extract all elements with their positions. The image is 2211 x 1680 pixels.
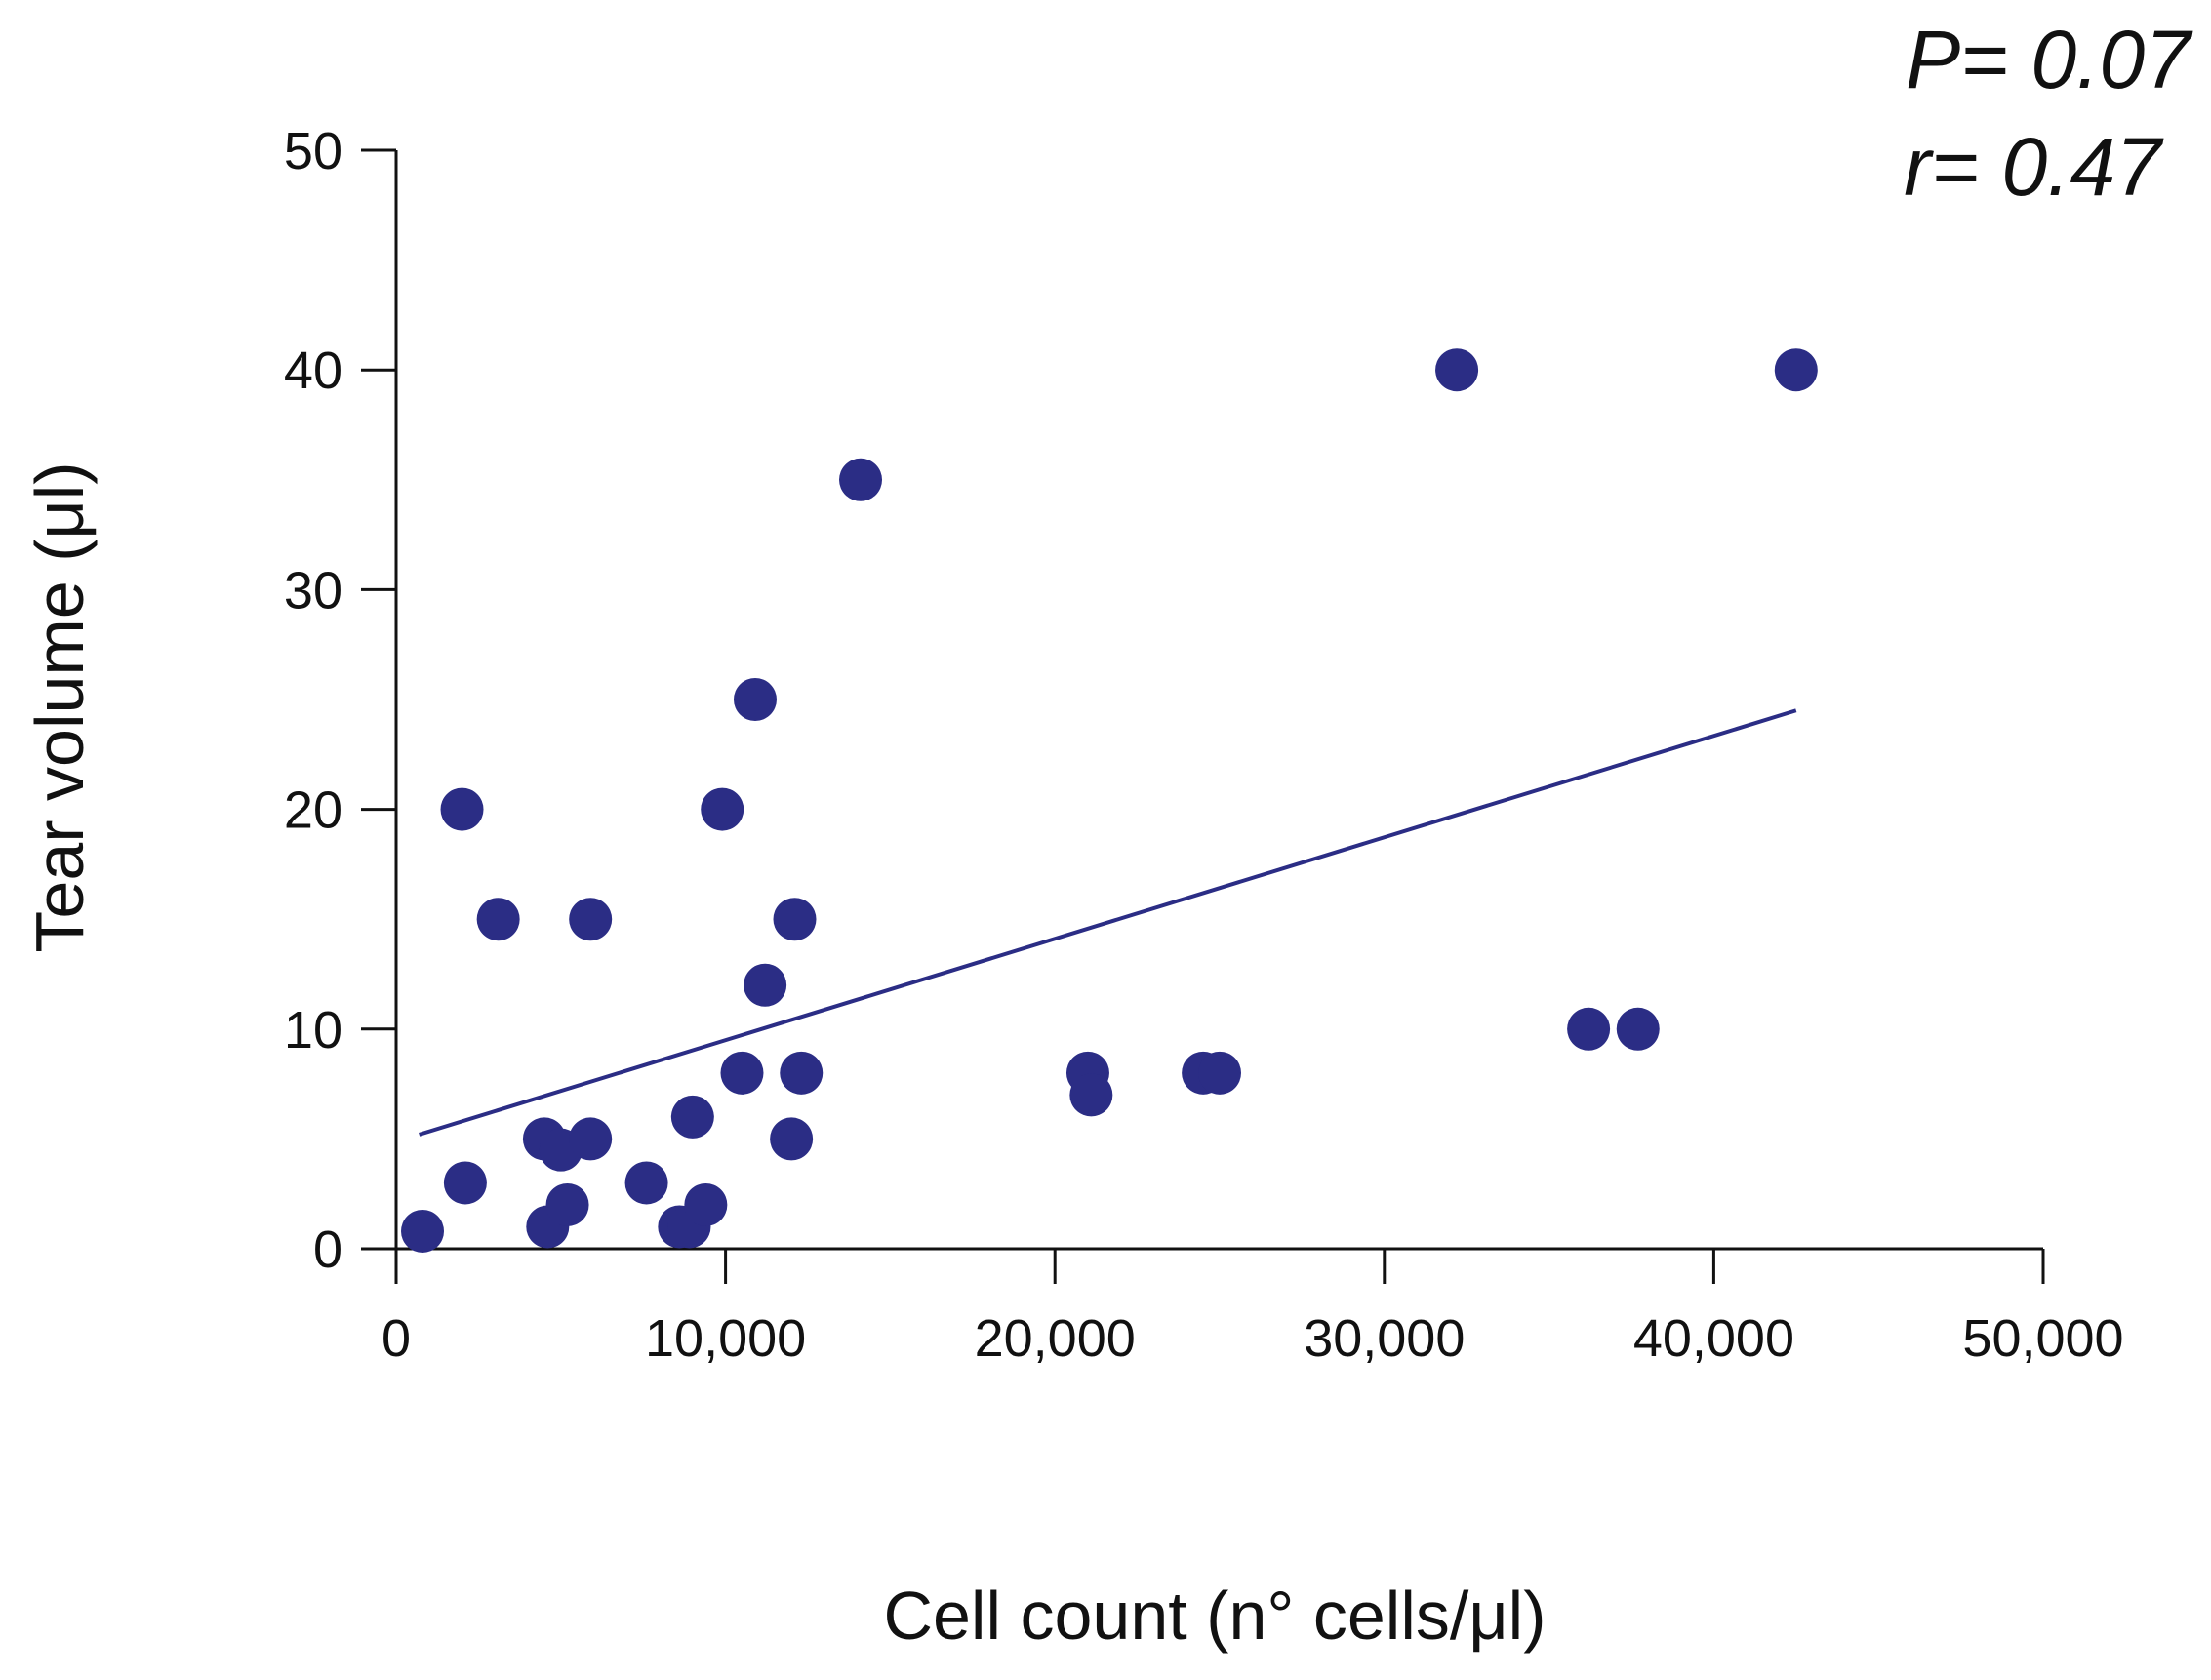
data-point	[780, 1051, 824, 1095]
data-point	[401, 1209, 445, 1253]
y-tick-label: 30	[284, 561, 342, 620]
data-point	[684, 1182, 728, 1226]
y-tick-label: 10	[284, 1001, 342, 1060]
x-tick-label: 10,000	[645, 1309, 806, 1368]
data-point	[545, 1182, 589, 1226]
y-axis-title: Tear volume (μl)	[21, 461, 98, 952]
data-point	[1069, 1073, 1113, 1117]
data-point	[773, 898, 817, 941]
x-tick-label: 0	[382, 1309, 411, 1368]
data-point	[1198, 1051, 1241, 1095]
y-tick-label: 40	[284, 341, 342, 400]
data-point	[1616, 1007, 1660, 1051]
data-point	[440, 787, 484, 831]
data-point	[839, 458, 883, 501]
y-tick-label: 50	[284, 122, 342, 180]
data-point	[1774, 348, 1818, 392]
data-point	[624, 1161, 668, 1205]
data-point	[744, 963, 787, 1007]
data-point	[670, 1095, 714, 1139]
regression-line	[419, 708, 1797, 1137]
x-tick-label: 50,000	[1962, 1309, 2123, 1368]
y-tick-label: 20	[284, 781, 342, 840]
x-tick-label: 20,000	[975, 1309, 1136, 1368]
x-axis-title: Cell count (n° cells/μl)	[883, 1578, 1546, 1654]
y-tick-label: 0	[313, 1220, 342, 1279]
data-point	[1435, 348, 1479, 392]
r-value-annotation: r= 0.47	[1904, 121, 2164, 213]
p-value-annotation: P= 0.07	[1906, 14, 2193, 105]
data-point	[476, 898, 520, 941]
x-tick-label: 30,000	[1304, 1309, 1465, 1368]
data-points	[401, 348, 1818, 1253]
data-point	[443, 1161, 487, 1205]
data-point	[1567, 1007, 1611, 1051]
data-point	[569, 898, 613, 941]
data-point	[720, 1051, 764, 1095]
data-point	[569, 1117, 613, 1161]
data-point	[701, 787, 744, 831]
tick-labels: 0 10,000 20,000 30,000 40,000 50,000 0 10 20 30 40…	[284, 122, 2124, 1368]
axes	[361, 148, 2045, 1284]
data-point	[770, 1117, 814, 1161]
x-tick-label: 40,000	[1633, 1309, 1794, 1368]
data-point	[733, 678, 777, 721]
